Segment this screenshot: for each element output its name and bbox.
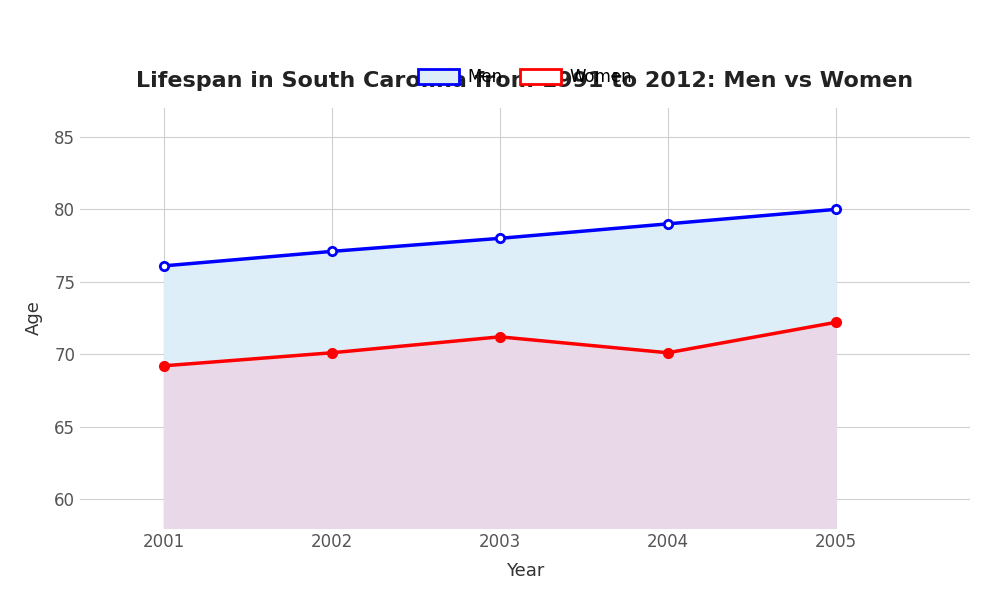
Title: Lifespan in South Carolina from 1991 to 2012: Men vs Women: Lifespan in South Carolina from 1991 to …	[136, 71, 914, 91]
X-axis label: Year: Year	[506, 562, 544, 580]
Legend: Men, Women: Men, Women	[411, 62, 639, 93]
Y-axis label: Age: Age	[25, 301, 43, 335]
